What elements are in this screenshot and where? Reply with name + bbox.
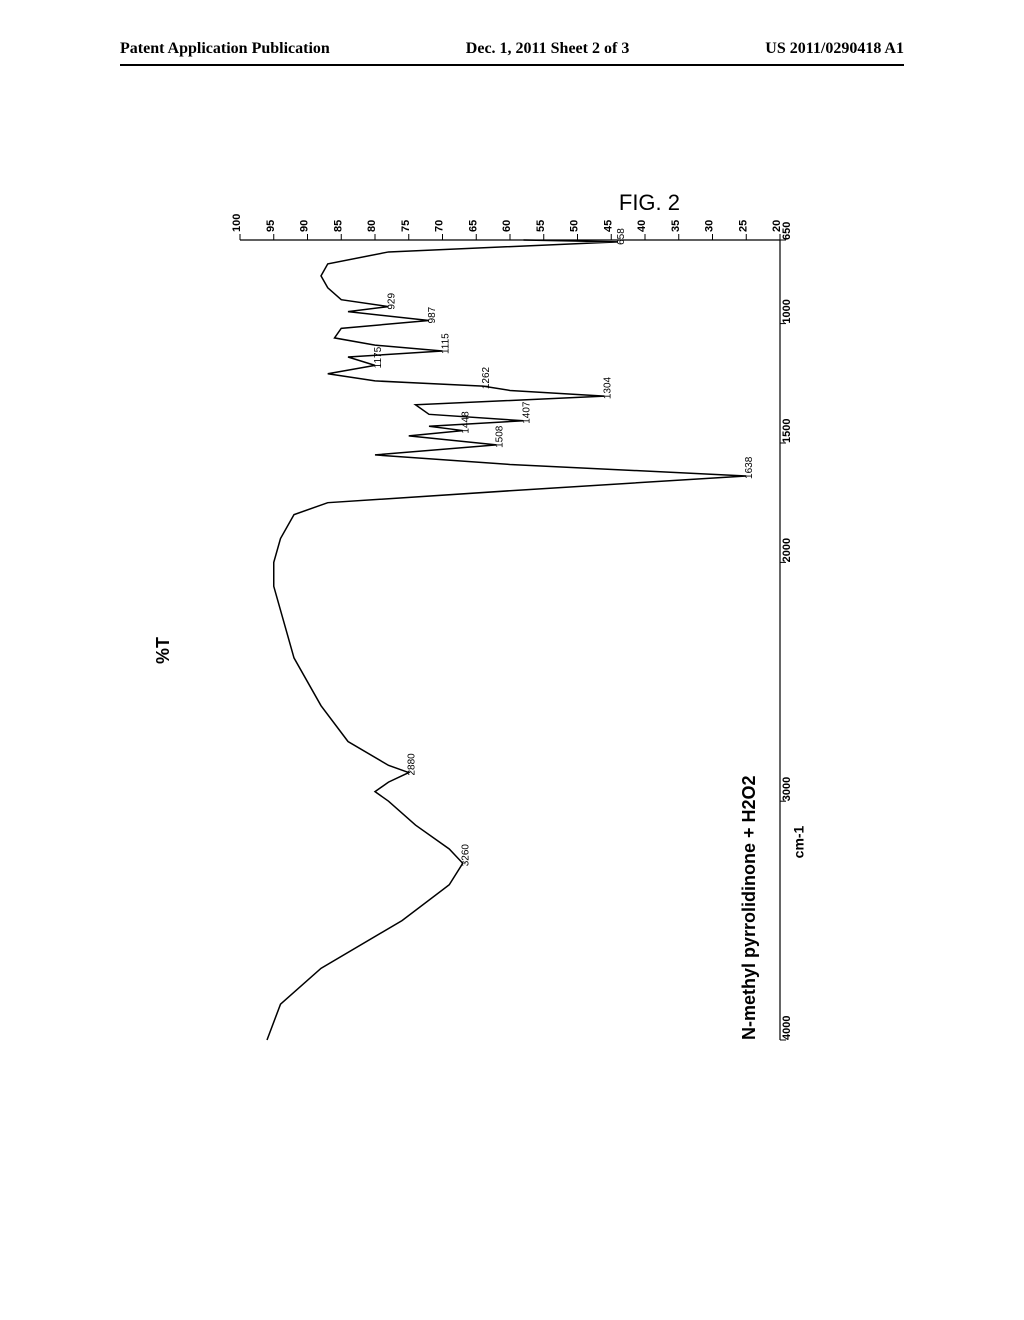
- header-right: US 2011/0290418 A1: [765, 40, 904, 58]
- svg-text:30: 30: [704, 220, 716, 232]
- svg-text:2000: 2000: [781, 538, 793, 562]
- figure-container: FIG. 2 202530354045505560657075808590951…: [180, 180, 840, 1100]
- svg-text:80: 80: [366, 220, 378, 232]
- svg-text:929: 929: [387, 293, 398, 310]
- svg-text:650: 650: [781, 222, 793, 240]
- svg-text:60: 60: [501, 220, 513, 232]
- svg-text:2880: 2880: [407, 753, 418, 776]
- svg-text:1638: 1638: [744, 456, 755, 479]
- svg-text:75: 75: [400, 220, 412, 232]
- svg-text:100: 100: [231, 214, 243, 232]
- svg-text:1407: 1407: [522, 401, 533, 424]
- svg-text:1448: 1448: [461, 411, 472, 434]
- svg-text:1000: 1000: [781, 299, 793, 323]
- header-left: Patent Application Publication: [120, 40, 330, 58]
- svg-text:1175: 1175: [373, 346, 384, 368]
- svg-text:1500: 1500: [781, 419, 793, 443]
- svg-text:987: 987: [427, 306, 438, 323]
- svg-text:45: 45: [602, 220, 614, 232]
- svg-text:1304: 1304: [603, 376, 614, 399]
- svg-text:50: 50: [569, 220, 581, 232]
- x-axis-unit-label: cm-1: [791, 826, 807, 859]
- svg-text:3000: 3000: [781, 777, 793, 801]
- svg-text:90: 90: [299, 220, 311, 232]
- page-header: Patent Application Publication Dec. 1, 2…: [0, 40, 1024, 58]
- svg-text:65: 65: [467, 220, 479, 232]
- svg-text:1115: 1115: [441, 333, 452, 354]
- y-axis-label: %T: [153, 637, 174, 664]
- svg-text:40: 40: [636, 220, 648, 232]
- svg-text:1262: 1262: [481, 366, 492, 389]
- svg-text:55: 55: [535, 220, 547, 232]
- svg-text:95: 95: [265, 220, 277, 232]
- header-center: Dec. 1, 2011 Sheet 2 of 3: [466, 40, 630, 58]
- svg-text:1508: 1508: [495, 425, 506, 448]
- svg-text:85: 85: [332, 220, 344, 232]
- svg-text:3260: 3260: [461, 844, 472, 867]
- svg-text:658: 658: [616, 228, 627, 245]
- header-rule: [120, 64, 904, 66]
- svg-text:35: 35: [670, 220, 682, 232]
- sample-name-label: N-methyl pyrrolidinone + H2O2: [739, 775, 760, 1040]
- svg-text:70: 70: [434, 220, 446, 232]
- svg-text:4000: 4000: [781, 1016, 793, 1040]
- svg-text:25: 25: [737, 220, 749, 232]
